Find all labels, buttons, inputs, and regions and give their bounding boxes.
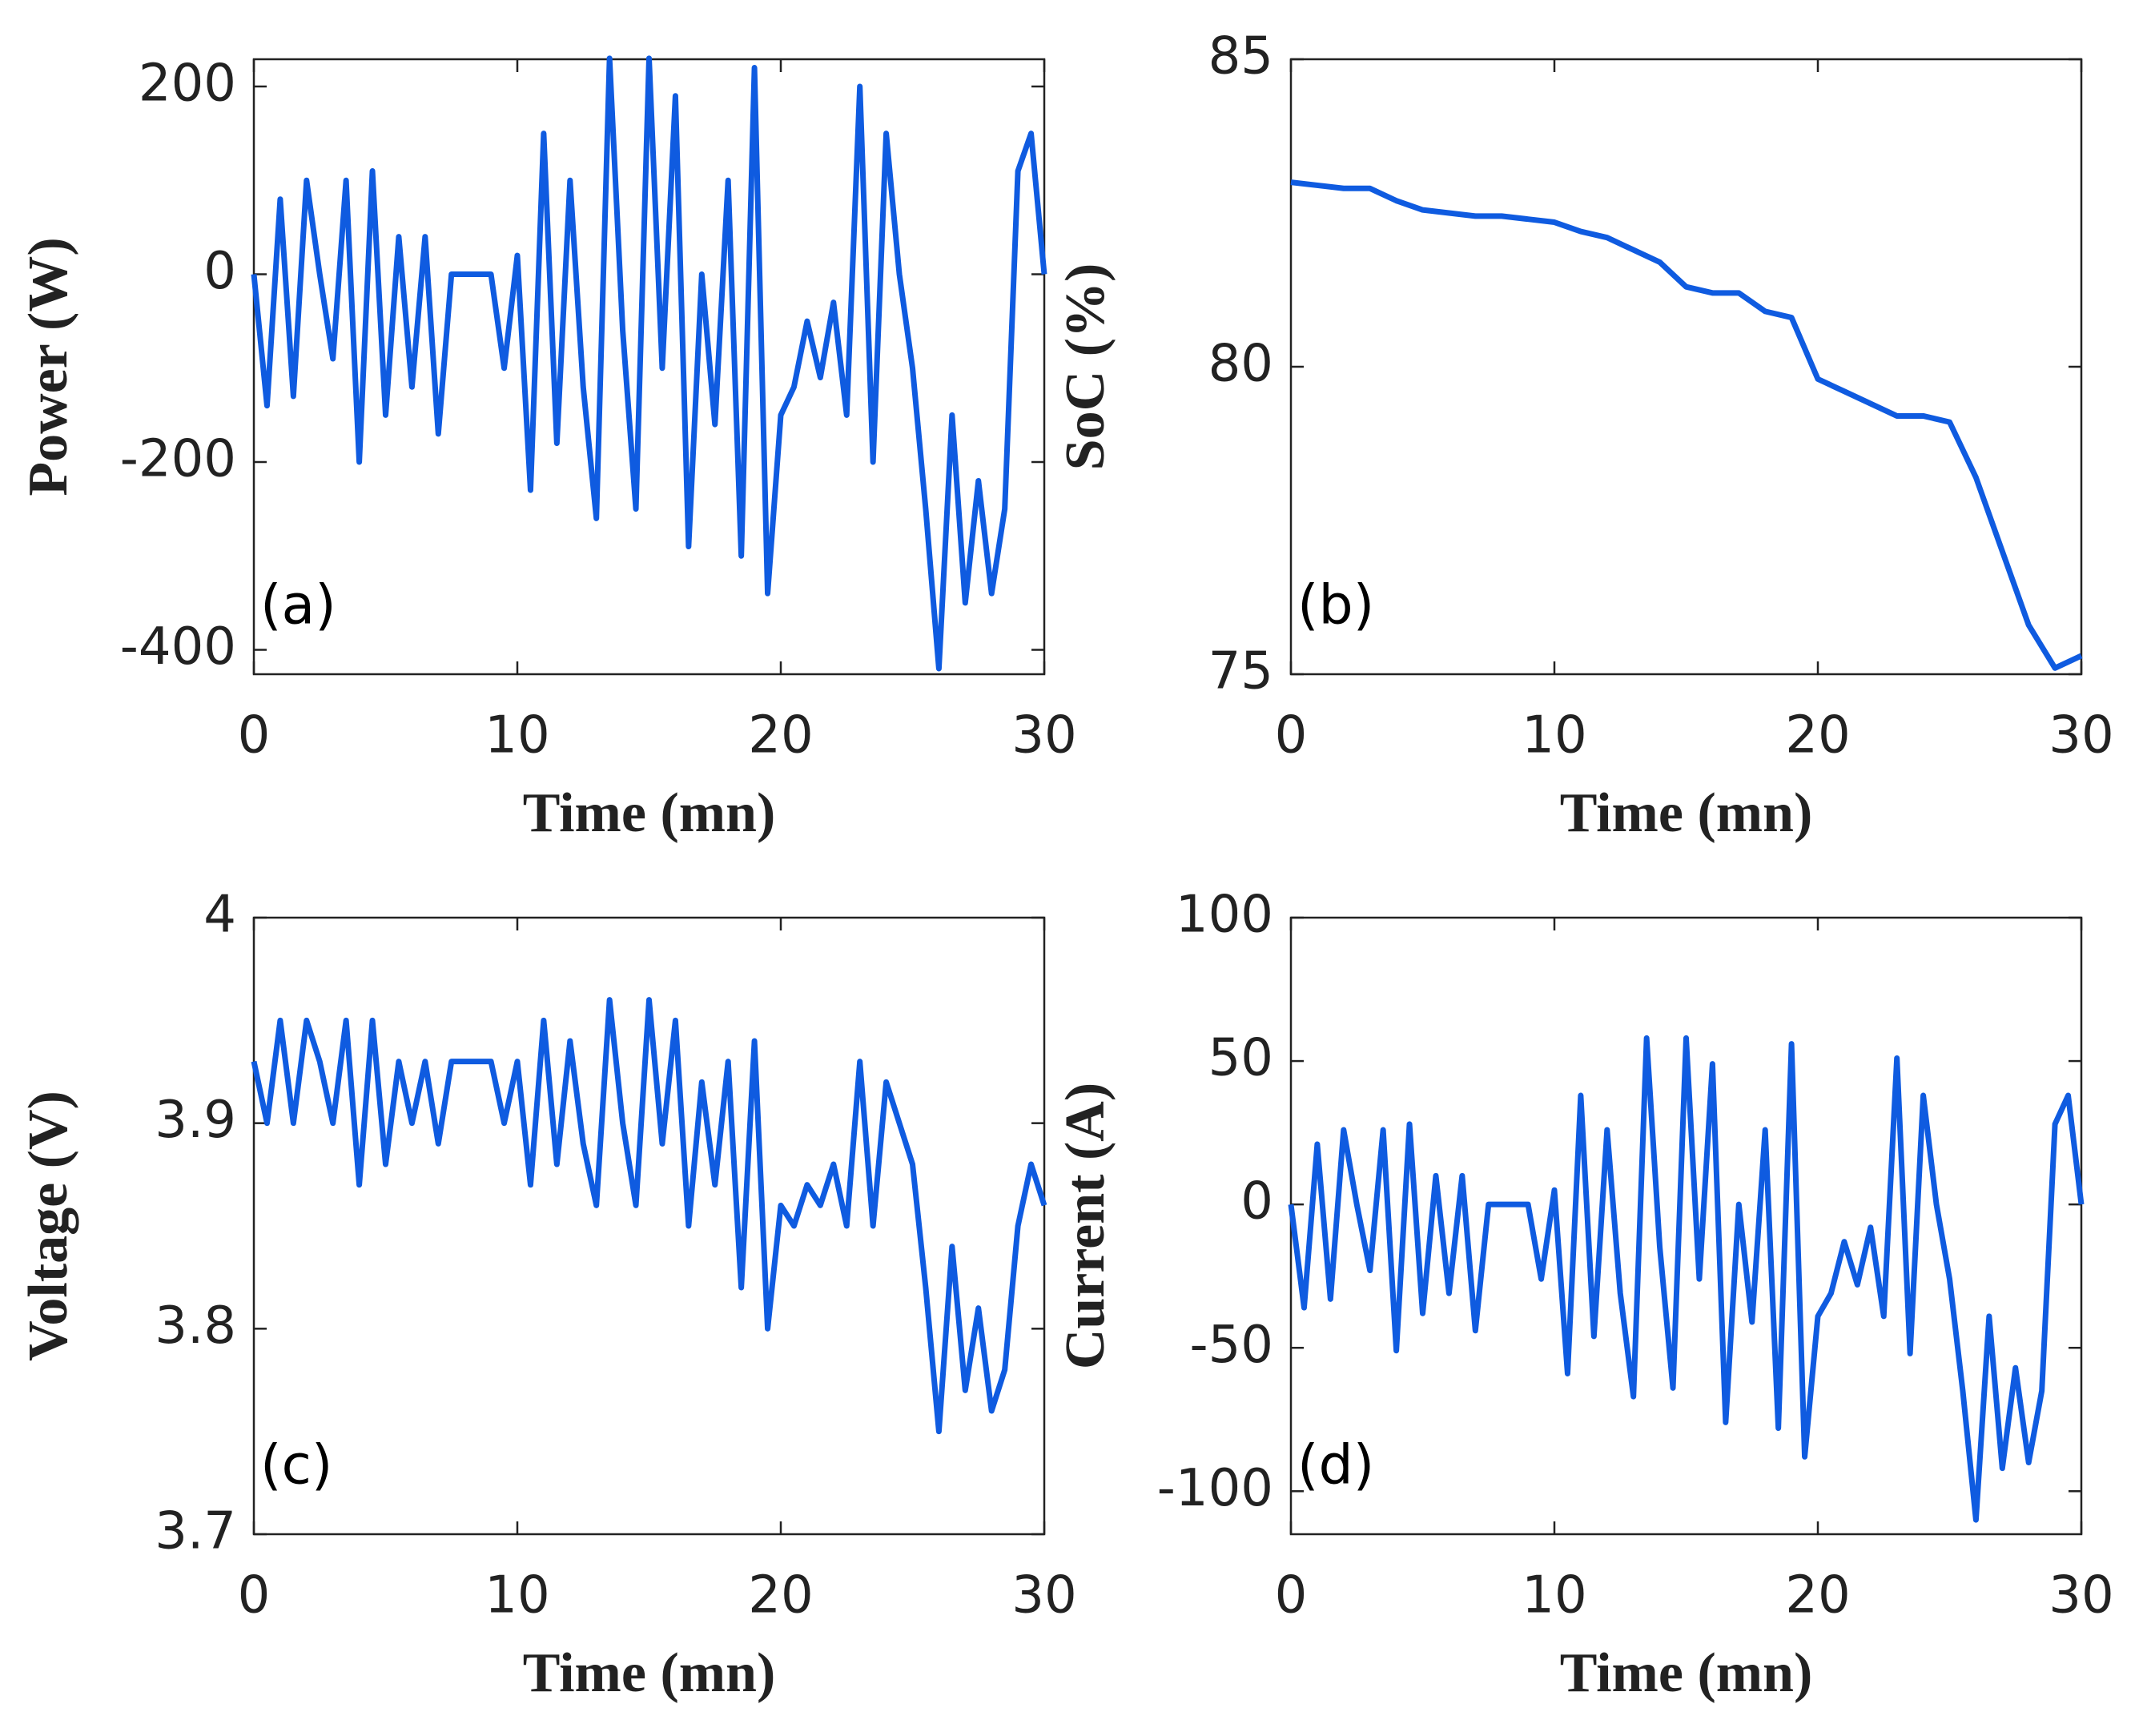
y-axis-label: Power (W) (18, 237, 79, 496)
y-tick-label: 4 (203, 886, 236, 945)
x-tick-label: 30 (2048, 1566, 2113, 1625)
y-tick-label: 50 (1208, 1029, 1273, 1088)
plot-frame (1289, 58, 2083, 676)
panel: 75 80 85 0 10 20 30 Time (mn) SoC (%) (b) (1055, 27, 2114, 844)
panel: -400 -200 0 200 0 10 20 30 Time (mn) Power (W) (a) (18, 54, 1077, 844)
y-tick-label: 0 (1240, 1172, 1273, 1232)
x-tick-label: 30 (1011, 706, 1076, 766)
y-tick-label: 75 (1208, 642, 1273, 701)
plot-frame (1289, 916, 2083, 1536)
plot-frame (252, 916, 1046, 1536)
y-tick-label: -100 (1157, 1459, 1273, 1518)
y-tick-label: 200 (139, 54, 236, 114)
y-axis-label: SoC (%) (1055, 263, 1116, 471)
y-tick-label: 100 (1176, 886, 1273, 945)
x-axis-label: Time (mn) (523, 1642, 776, 1704)
panel-annotation: (d) (1297, 1434, 1374, 1497)
data-line (251, 997, 1047, 1435)
data-line (1290, 179, 2083, 671)
x-tick-label: 0 (1275, 1566, 1308, 1625)
y-axis-label: Current (A) (1055, 1083, 1116, 1369)
y-tick-label: 3.9 (155, 1091, 236, 1150)
y-tick-label: -400 (120, 617, 236, 677)
x-tick-label: 20 (1785, 1566, 1850, 1625)
x-tick-label: 10 (484, 706, 549, 766)
panel-annotation: (b) (1297, 574, 1374, 637)
x-tick-label: 0 (1275, 706, 1308, 766)
x-tick-label: 0 (238, 706, 271, 766)
y-tick-label: -50 (1189, 1316, 1273, 1375)
x-tick-label: 20 (1785, 706, 1850, 766)
y-tick-label: 3.7 (155, 1502, 236, 1561)
y-tick-label: -200 (120, 430, 236, 489)
panel-annotation: (a) (260, 574, 336, 637)
y-tick-label: 80 (1208, 335, 1273, 394)
x-tick-label: 10 (1522, 706, 1586, 766)
y-tick-label: 0 (203, 242, 236, 301)
y-tick-label: 85 (1208, 27, 1273, 86)
x-tick-label: 30 (2048, 706, 2113, 766)
x-tick-label: 30 (1011, 1566, 1076, 1625)
x-tick-label: 20 (748, 706, 813, 766)
x-axis-label: Time (mn) (523, 782, 776, 844)
x-axis-label: Time (mn) (1560, 782, 1813, 844)
panel-annotation: (c) (260, 1434, 332, 1497)
x-tick-label: 10 (1522, 1566, 1586, 1625)
panel: 3.7 3.8 3.9 4 0 10 20 30 Time (mn) Voltage (V) (c) (18, 886, 1077, 1704)
panel: -100 -50 0 50 100 0 10 20 30 Time (mn) Current (A)… (1055, 886, 2114, 1704)
x-tick-label: 10 (484, 1566, 549, 1625)
y-axis-label: Voltage (V) (18, 1091, 79, 1361)
data-line (1288, 1035, 2085, 1523)
y-tick-label: 3.8 (155, 1296, 236, 1356)
data-line (251, 55, 1047, 672)
x-tick-label: 0 (238, 1566, 271, 1625)
x-axis-label: Time (mn) (1560, 1642, 1813, 1704)
x-tick-label: 20 (748, 1566, 813, 1625)
